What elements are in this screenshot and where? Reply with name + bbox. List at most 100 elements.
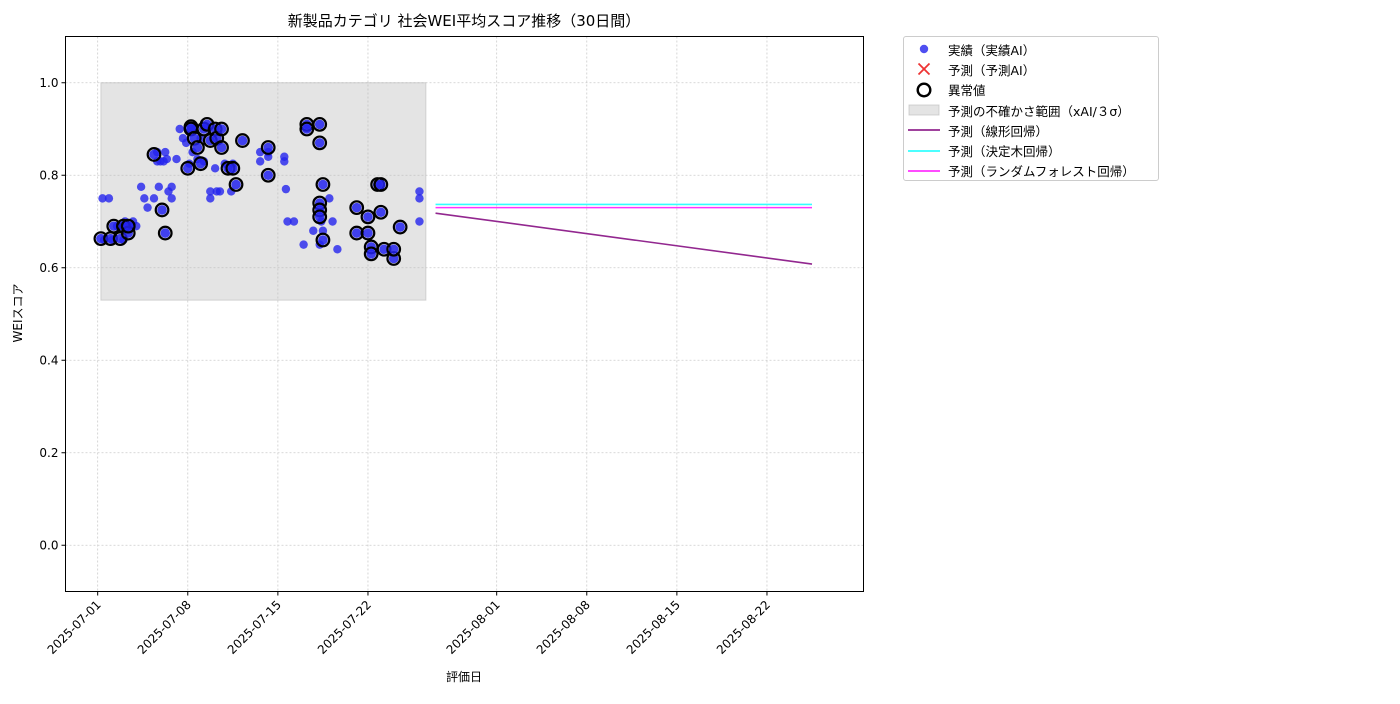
uncertainty-band-layer [100, 82, 427, 301]
anomaly-fill [105, 233, 116, 244]
data-point [415, 187, 424, 196]
anomaly-ring [386, 241, 402, 257]
x-tick-label: 2025-08-22 [714, 598, 773, 657]
y-tick-label: 0.0 [39, 538, 58, 552]
x-tick-label: 2025-07-15 [225, 598, 284, 657]
legend-item: 予測（線形回帰） [904, 120, 1158, 140]
anomaly-ring [312, 116, 328, 132]
x-axis-label: 評価日 [446, 669, 482, 684]
anomaly-ring [120, 218, 136, 234]
legend-label: 実績（実績AI） [948, 42, 1036, 58]
anomaly-ring [360, 225, 376, 241]
anomaly-fill [228, 163, 238, 174]
anomaly-ring [312, 209, 328, 225]
anomaly-fill [237, 135, 248, 146]
anomaly-ring [214, 121, 229, 137]
data-point [161, 147, 170, 157]
y-tick-label: 0.2 [39, 446, 58, 460]
plot-area-frame [65, 36, 864, 592]
data-point [136, 182, 146, 192]
legend-swatch [904, 39, 944, 59]
y-tick-label: 1.0 [39, 76, 58, 90]
legend-swatch [904, 59, 944, 79]
anomaly-ring [199, 116, 215, 132]
legend-x-marker [917, 63, 931, 76]
legend-swatch [904, 80, 944, 100]
data-point [318, 226, 328, 235]
legend-ring-marker [916, 82, 932, 98]
data-point [167, 182, 176, 192]
anomaly-fill [192, 142, 203, 153]
anomaly-fill [351, 228, 362, 238]
anomaly-ring [214, 140, 229, 155]
anomaly-ring [315, 232, 331, 248]
legend-label: 予測（ランダムフォレスト回帰） [948, 164, 1135, 180]
anomaly-fill [182, 163, 193, 174]
anomaly-fill [318, 235, 328, 245]
data-point [283, 217, 292, 226]
anomaly-fill [351, 202, 362, 213]
anomaly-ring [299, 121, 315, 137]
legend-label: 異常値 [948, 83, 986, 99]
data-point [299, 240, 308, 249]
data-point [309, 226, 318, 235]
y-ticks: 0.0 0.2 0.4 0.6 0.8 1.0 [39, 76, 66, 552]
anomaly-ring [260, 140, 276, 155]
anomaly-ring [260, 167, 276, 183]
anomaly-fill [216, 124, 227, 134]
data-point [104, 194, 114, 203]
data-point [154, 182, 164, 192]
legend-item: 実績（実績AI） [904, 39, 1158, 59]
y-axis-label: WEIスコア [11, 284, 25, 343]
data-point [162, 154, 172, 164]
anomaly-fill [231, 179, 241, 190]
data-point [143, 203, 152, 212]
x-tick-label: 2025-08-08 [534, 598, 593, 657]
anomaly-ring [157, 225, 173, 241]
data-point [325, 194, 334, 203]
data-point [215, 187, 225, 196]
y-tick-label: 0.4 [39, 353, 58, 367]
anomaly-fill [395, 222, 405, 232]
legend-label: 予測の不確かさ範囲（xAI/３σ） [948, 103, 1130, 119]
anomaly-fill [216, 142, 227, 153]
anomaly-fill [363, 212, 373, 222]
anomaly-ring [193, 156, 209, 172]
anomaly-fill [379, 244, 389, 255]
legend-item: 予測の不確かさ範囲（xAI/３σ） [904, 100, 1158, 120]
anomaly-ring [154, 202, 170, 218]
anomaly-fill [263, 170, 274, 181]
anomaly-ring [190, 140, 205, 155]
legend: 実績（実績AI） 予測（予測AI） 異常値予測の不確かさ範囲（xAI/３σ） 予測（線… [903, 36, 1159, 181]
prediction-line [435, 212, 813, 265]
y-tick-label: 0.8 [39, 168, 58, 182]
legend-label: 予測（決定木回帰） [948, 144, 1061, 160]
data-point [206, 194, 215, 203]
anomaly-rings-layer [93, 116, 408, 266]
data-point [264, 152, 273, 161]
data-point [281, 184, 291, 194]
anomaly-fill [314, 119, 325, 130]
data-point [255, 157, 265, 166]
anomaly-fill [123, 221, 134, 231]
legend-label: 予測（線形回帰） [948, 123, 1049, 139]
anomaly-ring [363, 246, 379, 262]
anomaly-ring [228, 177, 244, 192]
data-point [98, 194, 107, 203]
anomaly-fill [195, 158, 206, 169]
anomaly-fill [318, 179, 328, 190]
data-point [167, 194, 176, 203]
legend-band-marker [908, 104, 940, 116]
anomaly-fill [149, 149, 159, 160]
legend-item: 予測（決定木回帰） [904, 140, 1158, 160]
anomaly-fill [363, 228, 373, 238]
anomaly-fill [314, 212, 325, 222]
grid [65, 36, 864, 592]
x-tick-label: 2025-08-01 [444, 598, 503, 657]
legend-label: 予測（予測AI） [948, 62, 1036, 78]
anomaly-fill [366, 249, 376, 259]
uncertainty-band [100, 82, 427, 301]
anomaly-fill [302, 124, 312, 134]
